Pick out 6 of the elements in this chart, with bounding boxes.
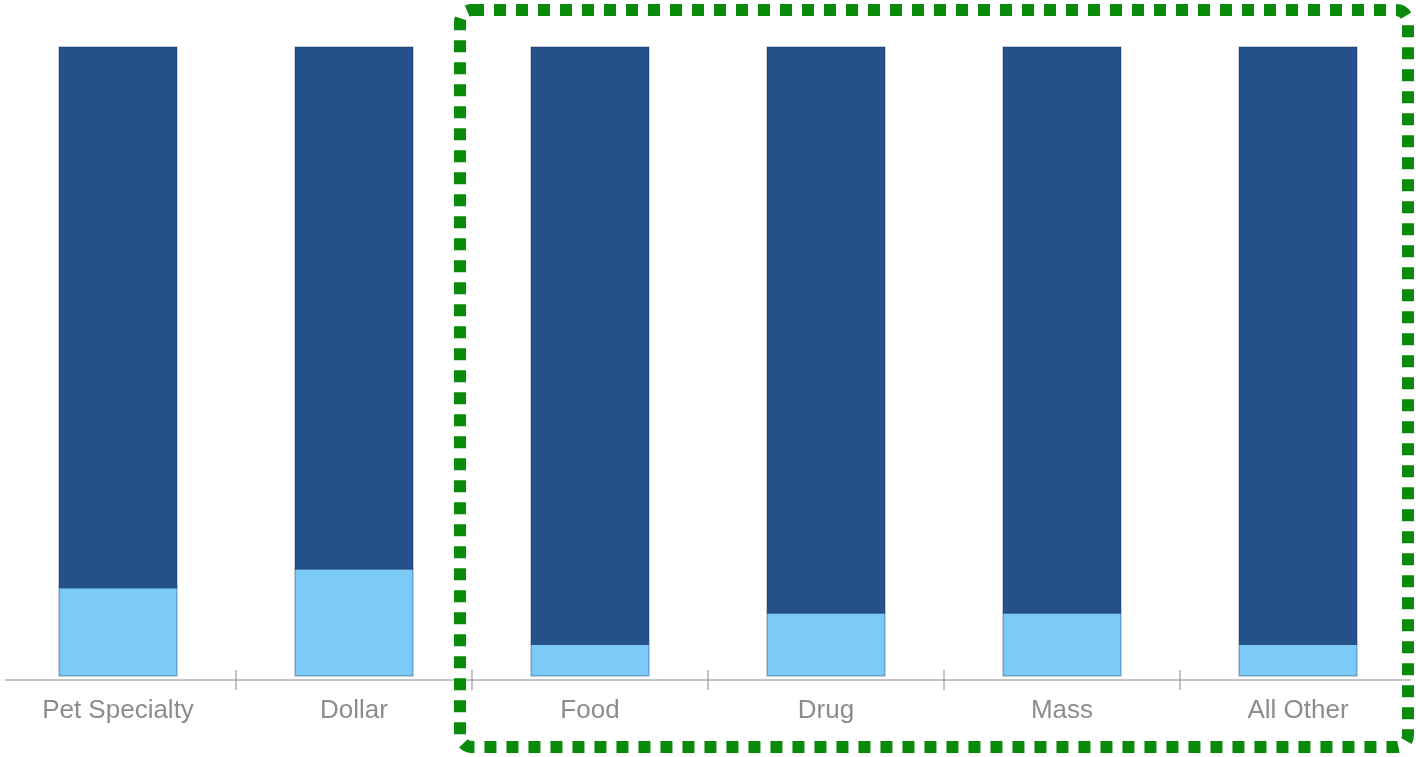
x-tick-label: Food <box>560 694 620 724</box>
x-tick-label: Drug <box>797 694 855 724</box>
x-tick-label: All Other <box>1247 694 1349 724</box>
x-tick-label: Dollar <box>320 694 389 724</box>
x-tick-label: Pet Specialty <box>42 694 194 724</box>
x-tick-label: Mass <box>1030 694 1094 724</box>
